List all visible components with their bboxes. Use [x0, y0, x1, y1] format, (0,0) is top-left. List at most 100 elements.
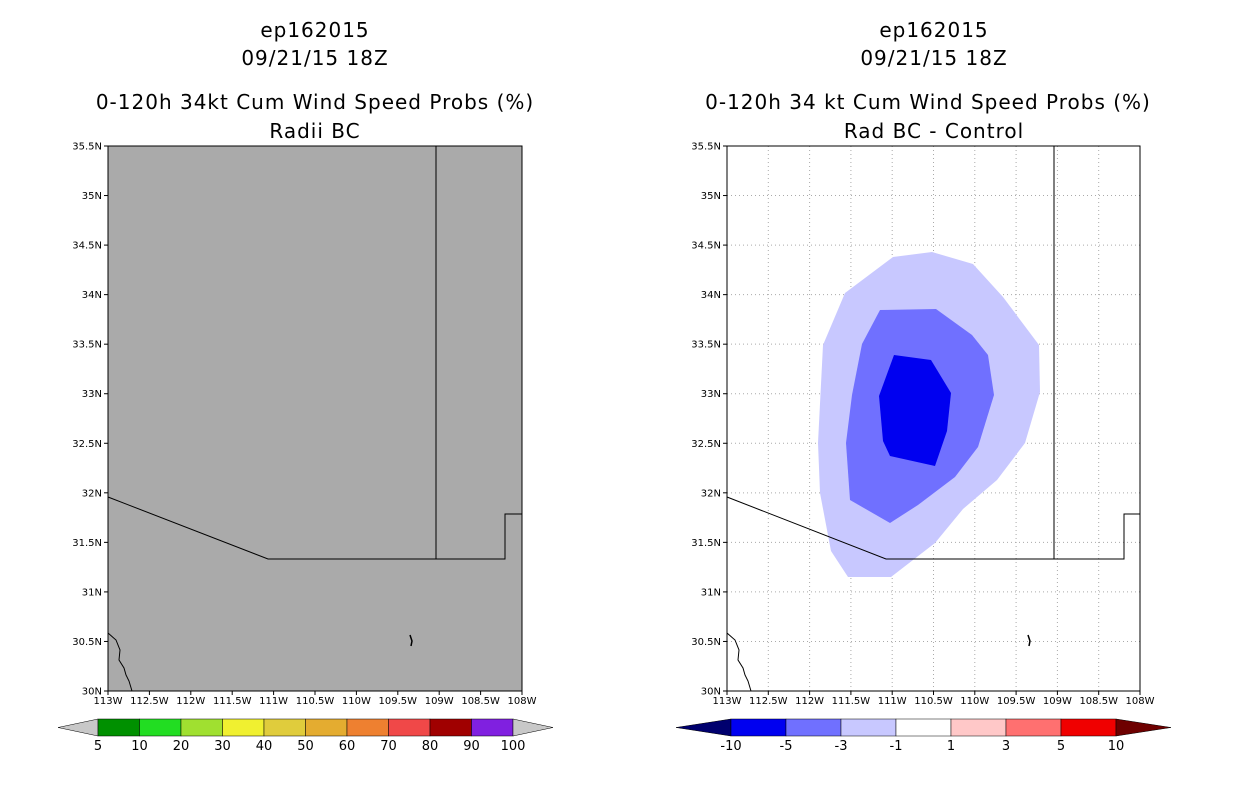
right-subtitle: Rad BC - Control	[843, 119, 1025, 143]
lon-label: 112.5W	[130, 696, 169, 707]
lat-label: 32.5N	[72, 439, 102, 450]
lat-label: 30.5N	[691, 637, 721, 648]
colorbar-box	[139, 718, 182, 737]
lat-label: 35N	[82, 191, 102, 202]
colorbar-left-arrow	[57, 718, 99, 737]
colorbar-label: 5	[94, 739, 102, 754]
colorbar-box	[895, 718, 952, 737]
contour-minus5-to-minus10	[879, 355, 951, 466]
lon-label: 109.5W	[997, 696, 1036, 707]
colorbar-label: -3	[835, 739, 848, 754]
colorbar-label: 3	[1002, 739, 1010, 754]
colorbar-label: 40	[256, 739, 273, 754]
colorbar-box	[950, 718, 1007, 737]
colorbar-box	[1005, 718, 1062, 737]
lat-label: 34N	[701, 290, 721, 301]
lat-label: 32N	[82, 488, 102, 499]
lon-label: 110.5W	[914, 696, 953, 707]
right-boundaries	[726, 146, 1140, 692]
lat-label: 34N	[82, 290, 102, 301]
lon-label: 113W	[94, 696, 123, 707]
left-datetime: 09/21/15 18Z	[241, 46, 389, 70]
colorbar-label: 10	[131, 739, 148, 754]
lat-label: 34.5N	[72, 241, 102, 252]
lat-label: 30.5N	[72, 637, 102, 648]
colorbar-label: 90	[463, 739, 480, 754]
colorbar-box	[346, 718, 389, 737]
colorbar-label: 1	[947, 739, 955, 754]
colorbar-box	[263, 718, 306, 737]
colorbar-box	[429, 718, 472, 737]
lon-label: 108W	[1126, 696, 1155, 707]
lon-label: 108W	[508, 696, 537, 707]
us-mexico-border	[726, 496, 1140, 560]
lon-label: 112W	[176, 696, 205, 707]
colorbar-label: 70	[380, 739, 397, 754]
lon-label: 108.5W	[461, 696, 500, 707]
colorbar-label: 10	[1108, 739, 1125, 754]
lon-label: 110.5W	[296, 696, 335, 707]
lat-label: 35N	[701, 191, 721, 202]
lat-label: 30N	[701, 687, 721, 698]
lon-label: 110W	[342, 696, 371, 707]
right-product-title: 0-120h 34 kt Cum Wind Speed Probs (%)	[705, 90, 1151, 114]
colorbar-right-arrow	[512, 718, 554, 737]
lon-label: 109.5W	[379, 696, 418, 707]
island	[409, 634, 413, 647]
lon-label: 111W	[878, 696, 907, 707]
colorbar-label: 60	[339, 739, 356, 754]
colorbar-label: 80	[422, 739, 439, 754]
lon-label: 110W	[960, 696, 989, 707]
us-mexico-border	[107, 496, 522, 560]
colorbar-box	[471, 718, 514, 737]
lat-label: 32.5N	[691, 439, 721, 450]
colorbar-left-arrow	[675, 718, 732, 737]
colorbar-label: -1	[890, 739, 903, 754]
lat-label: 33N	[701, 389, 721, 400]
lon-label: 111.5W	[213, 696, 252, 707]
lon-label: 109W	[1043, 696, 1072, 707]
colorbar-box	[180, 718, 223, 737]
lat-label: 33.5N	[72, 340, 102, 351]
lon-label: 108.5W	[1079, 696, 1118, 707]
lat-label: 33.5N	[691, 340, 721, 351]
left-subtitle: Radii BC	[269, 119, 361, 143]
colorbar-label: 20	[173, 739, 190, 754]
colorbar-label: 100	[501, 739, 526, 754]
colorbar-label: -5	[780, 739, 793, 754]
right-storm-id: ep162015	[879, 18, 989, 42]
colorbar-label: -10	[720, 739, 741, 754]
right-map: 30N 30.5N 31N 31.5N 32N 32.5N 33N 33.5N 34N 34.5N…	[675, 142, 1172, 754]
lat-label: 33N	[82, 389, 102, 400]
left-map: 30N 30.5N 31N 31.5N 32N 32.5N 33N 33.5N 34N 34.5N…	[57, 142, 554, 754]
colorbar-box	[97, 718, 140, 737]
lat-label: 31N	[82, 587, 102, 598]
lat-label: 35.5N	[691, 142, 721, 153]
lon-label: 112W	[795, 696, 824, 707]
lon-label: 112.5W	[749, 696, 788, 707]
colorbar-box	[388, 718, 431, 737]
lat-label: 31.5N	[691, 538, 721, 549]
left-colorbar: 5 10 20 30 40 50 60 70 80 90 100	[57, 718, 554, 754]
colorbar-box	[1060, 718, 1117, 737]
lat-label: 34.5N	[691, 241, 721, 252]
colorbar-label: 50	[297, 739, 314, 754]
lon-label: 111.5W	[832, 696, 871, 707]
colorbar-box	[305, 718, 348, 737]
colorbar-box	[730, 718, 787, 737]
colorbar-box	[222, 718, 265, 737]
left-lon-ticks: 113W 112.5W 112W 111.5W 111W 110.5W 110W 109.5W…	[94, 691, 537, 707]
right-lon-ticks: 113W 112.5W 112W 111.5W 111W 110.5W 110W 109.5W…	[713, 691, 1155, 707]
left-lat-ticks: 30N 30.5N 31N 31.5N 32N 32.5N 33N 33.5N 34N 34.5N…	[72, 142, 108, 698]
lat-label: 31N	[701, 587, 721, 598]
lon-label: 113W	[713, 696, 742, 707]
lat-label: 30N	[82, 687, 102, 698]
gulf-coastline	[726, 632, 752, 692]
left-product-title: 0-120h 34kt Cum Wind Speed Probs (%)	[95, 90, 535, 114]
left-storm-id: ep162015	[260, 18, 370, 42]
lon-label: 111W	[259, 696, 288, 707]
colorbar-box	[785, 718, 842, 737]
right-datetime: 09/21/15 18Z	[860, 46, 1008, 70]
right-colorbar: -10 -5 -3 -1 1 3 5 10	[675, 718, 1172, 754]
lat-label: 31.5N	[72, 538, 102, 549]
